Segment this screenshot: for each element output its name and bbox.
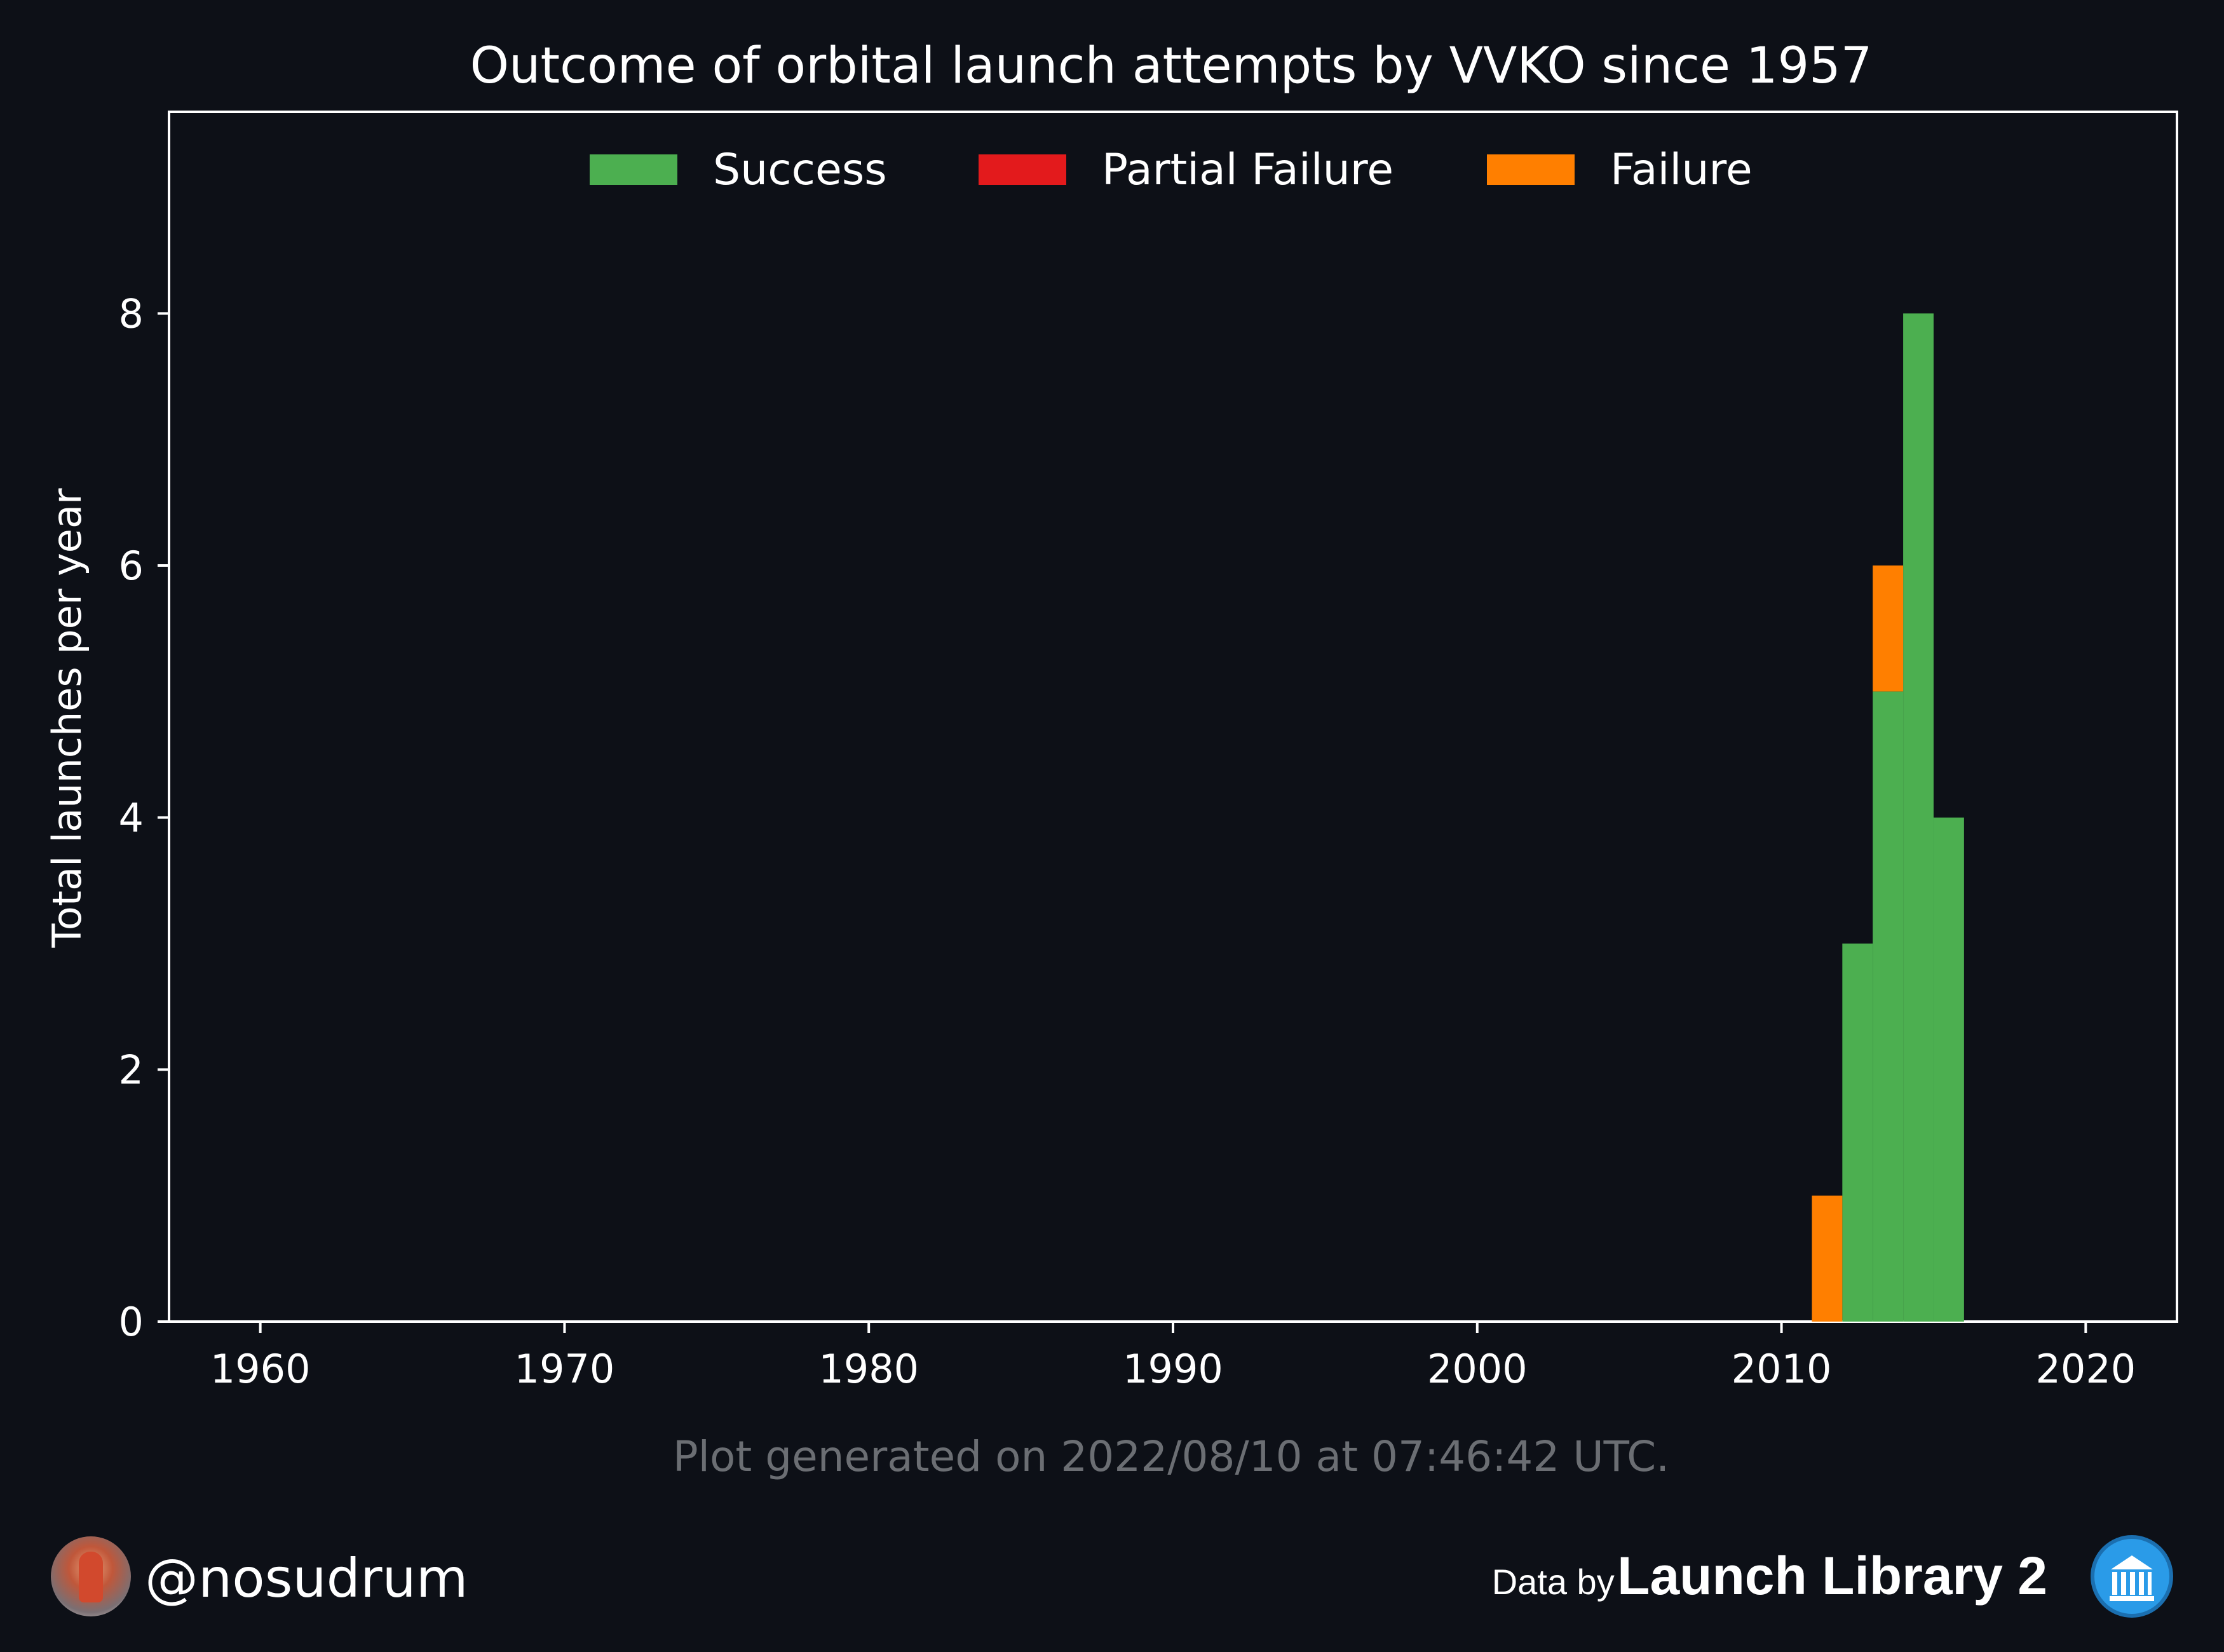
x-tick-label: 1960 bbox=[210, 1346, 311, 1392]
bar-failure-2013 bbox=[1873, 565, 1904, 692]
x-tick-label: 1970 bbox=[515, 1346, 615, 1392]
legend-label-partial-failure: Partial Failure bbox=[1102, 145, 1393, 195]
y-tick-label: 8 bbox=[119, 290, 144, 337]
legend-swatch-failure bbox=[1487, 154, 1575, 185]
bar-failure-2011 bbox=[1812, 1195, 1843, 1322]
chart-title: Outcome of orbital launch attempts by VV… bbox=[470, 37, 1873, 95]
y-tick-label: 4 bbox=[119, 795, 144, 841]
legend-label-failure: Failure bbox=[1610, 145, 1753, 195]
x-tick-label: 2010 bbox=[1732, 1346, 1832, 1392]
data-by-label: Data by bbox=[1491, 1562, 1615, 1602]
data-credit: Data by Launch Library 2 bbox=[1492, 1545, 2047, 1607]
x-tick-label: 1990 bbox=[1123, 1346, 1223, 1392]
y-tick-label: 0 bbox=[119, 1299, 144, 1345]
x-tick-label: 2000 bbox=[1427, 1346, 1528, 1392]
y-axis-label: Total launches per year bbox=[44, 488, 90, 948]
author-handle: @nosudrum bbox=[145, 1547, 468, 1609]
x-tick-label: 1980 bbox=[818, 1346, 919, 1392]
y-tick-label: 2 bbox=[119, 1046, 144, 1093]
launch-library-logo-icon bbox=[2091, 1535, 2173, 1618]
bar-success-2012 bbox=[1842, 944, 1873, 1322]
x-tick-label: 2020 bbox=[2035, 1346, 2136, 1392]
avatar-icon bbox=[51, 1536, 131, 1616]
generated-note: Plot generated on 2022/08/10 at 07:46:42… bbox=[673, 1432, 1669, 1481]
bar-success-2015 bbox=[1933, 817, 1964, 1322]
bar-success-2014 bbox=[1903, 313, 1934, 1322]
legend-swatch-partial-failure bbox=[979, 154, 1066, 185]
y-tick-label: 6 bbox=[119, 543, 144, 589]
data-source-name: Launch Library 2 bbox=[1617, 1546, 2047, 1606]
legend-swatch-success bbox=[590, 154, 677, 185]
bar-success-2013 bbox=[1873, 691, 1904, 1322]
legend-label-success: Success bbox=[713, 145, 887, 195]
